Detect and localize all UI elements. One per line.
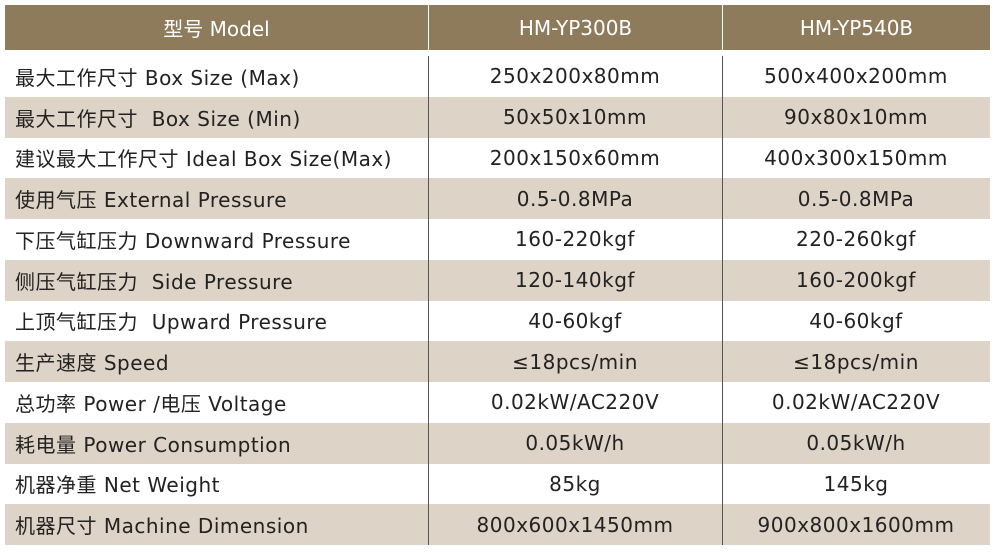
label-cell: 总功率 Power /电压 Voltage [15,391,287,416]
value-cell: 160-220kgf [515,227,635,252]
value-cell: 0.05kW/h [722,422,990,464]
value-cell: 40-60kgf [809,308,903,333]
label-cell: 最大工作尺寸 Box Size (Min) [5,96,428,138]
value-cell: 0.02kW/AC220V [771,390,941,415]
label-cell: 上顶气缸压力 Upward Pressure [15,310,328,335]
label-cell: 生产速度 Speed [5,341,428,382]
label-cell: 建议最大工作尺寸 Ideal Box Size(Max) [15,147,392,172]
label-cell: 下压气缸压力 Downward Pressure [15,228,351,253]
value-cell: 400x300x150mm [764,145,948,170]
value-cell: ≤18pcs/min [428,341,722,382]
header-cell: 型号 Model [5,5,428,50]
value-cell: 145kg [823,471,889,496]
value-cell: 0.05kW/h [428,422,722,464]
value-cell: 250x200x80mm [489,64,661,89]
value-cell: 0.5-0.8MPa [722,178,990,219]
label-cell: 耗电量 Power Consumption [5,422,428,464]
header-cell: HM-YP540B [723,5,990,50]
value-cell: 85kg [549,471,601,496]
value-cell: 0.02kW/AC220V [490,390,660,415]
value-cell: 90x80x10mm [722,96,990,138]
value-cell: 50x50x10mm [428,96,722,138]
value-cell: 0.5-0.8MPa [428,178,722,219]
value-cell: 160-200kgf [722,259,990,301]
value-cell: 500x400x200mm [764,64,948,89]
value-cell: 900x800x1600mm [722,504,990,545]
header-cell: HM-YP300B [429,5,722,50]
value-cell: 220-260kgf [796,227,916,252]
label-cell: 机器尺寸 Machine Dimension [5,504,428,545]
value-cell: 200x150x60mm [489,145,661,170]
label-cell: 侧压气缸压力 Side Pressure [5,259,428,301]
value-cell: 120-140kgf [428,259,722,301]
label-cell: 使用气压 External Pressure [5,178,428,219]
column-divider [722,56,723,545]
label-cell: 最大工作尺寸 Box Size (Max) [15,65,300,90]
column-divider [428,56,429,545]
value-cell: 40-60kgf [528,308,622,333]
value-cell: ≤18pcs/min [722,341,990,382]
label-cell: 机器净重 Net Weight [15,473,220,498]
value-cell: 800x600x1450mm [428,504,722,545]
